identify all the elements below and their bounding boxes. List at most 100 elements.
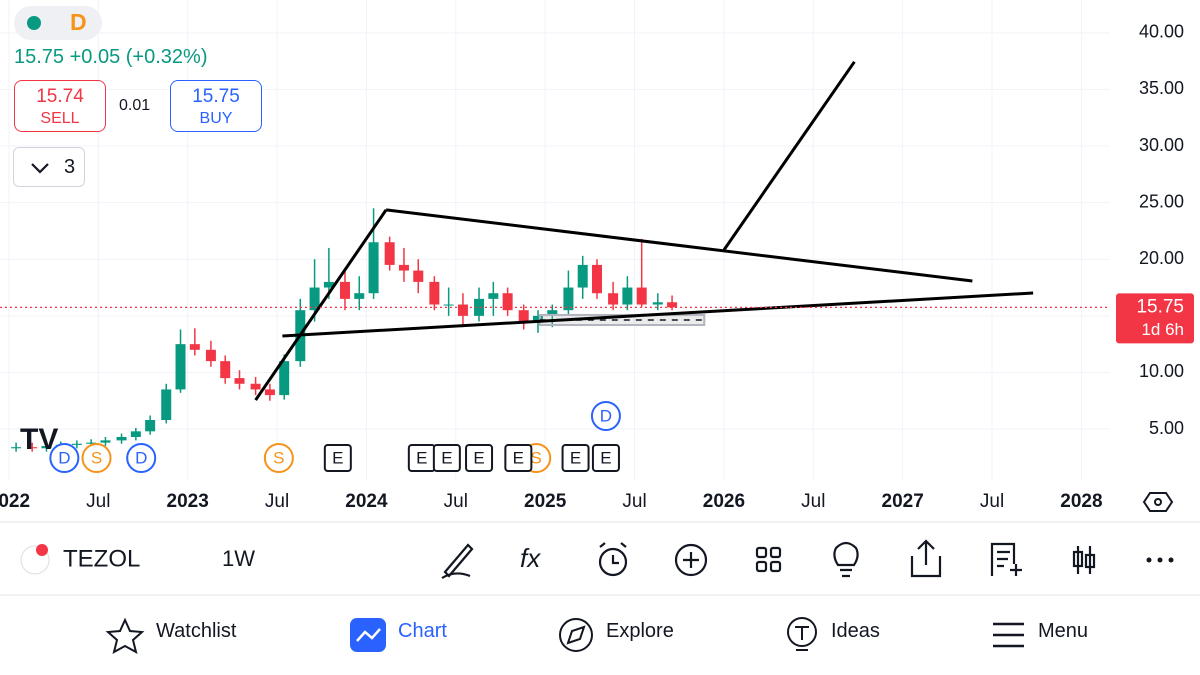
sell-button[interactable]: 15.74 SELL xyxy=(14,80,106,132)
y-tick-label: 5.00 xyxy=(1149,418,1184,438)
candle-body xyxy=(502,293,513,311)
tv-logo: TV xyxy=(20,423,58,456)
ideas-icon[interactable] xyxy=(833,541,859,578)
more-icon[interactable] xyxy=(1146,557,1152,563)
candle-body xyxy=(563,287,574,311)
layout-icon[interactable] xyxy=(755,546,768,559)
explore-icon[interactable] xyxy=(559,618,593,652)
candle-body xyxy=(116,436,127,441)
x-tick-label: Jul xyxy=(980,491,1004,512)
indicator-pill[interactable]: D xyxy=(14,6,102,40)
ideas-nav-icon[interactable] xyxy=(787,617,817,647)
event-marker xyxy=(590,401,621,431)
event-label: E xyxy=(473,448,484,467)
event-marker xyxy=(263,443,294,473)
nav-item[interactable]: Chart xyxy=(398,620,447,642)
x-tick-label: Jul xyxy=(801,491,825,512)
event-marker xyxy=(323,444,352,472)
settings-icon[interactable] xyxy=(1142,492,1174,512)
candle-body xyxy=(636,287,647,305)
symbol[interactable]: TEZOL xyxy=(63,545,140,572)
x-tick-label: 2022 xyxy=(0,491,30,512)
candle-body xyxy=(667,302,678,308)
chart-type-icon[interactable] xyxy=(1076,546,1092,574)
nav-item[interactable]: Ideas xyxy=(831,620,880,642)
candle-body xyxy=(518,310,529,322)
candle-body xyxy=(429,281,440,305)
spread: 0.01 xyxy=(119,97,151,114)
candle-body xyxy=(443,304,454,306)
last-price-label: 15.75 xyxy=(1136,296,1184,317)
candle-body xyxy=(189,344,200,350)
candle-body xyxy=(354,293,365,299)
more-icon xyxy=(1157,557,1163,563)
candle-body xyxy=(577,264,588,288)
draw-icon[interactable] xyxy=(441,543,474,579)
candle-body xyxy=(608,293,619,305)
candle-body xyxy=(250,383,261,390)
candle-body xyxy=(279,361,290,396)
y-tick-label: 35.00 xyxy=(1139,78,1184,98)
buy-label: BUY xyxy=(199,110,233,127)
candle-body xyxy=(488,293,499,299)
nav-item[interactable]: Watchlist xyxy=(156,620,237,642)
watchlist-icon[interactable] xyxy=(105,617,145,654)
note-icon[interactable] xyxy=(990,542,1022,576)
settings-icon xyxy=(1154,498,1162,506)
candle-body xyxy=(309,287,320,311)
nav-item[interactable]: Menu xyxy=(1038,620,1089,642)
y-tick-label: 10.00 xyxy=(1139,361,1184,381)
event-label: E xyxy=(570,448,581,467)
y-tick-label: 25.00 xyxy=(1139,191,1184,211)
buy-button[interactable]: 15.75 BUY xyxy=(170,80,262,132)
trend-line xyxy=(722,60,856,251)
layers-count: 3 xyxy=(64,156,76,178)
chevron xyxy=(31,163,49,174)
candle-body xyxy=(533,315,544,322)
event-marker xyxy=(591,444,620,472)
y-tick-label: 20.00 xyxy=(1139,248,1184,268)
candle-body xyxy=(130,431,141,437)
candle-body xyxy=(592,264,603,294)
menu-icon[interactable] xyxy=(993,622,1024,648)
candle-body xyxy=(86,442,97,444)
x-tick-label: 2023 xyxy=(167,491,209,512)
event-label: E xyxy=(513,448,524,467)
add-icon[interactable] xyxy=(674,543,708,577)
candle-body xyxy=(457,304,468,316)
countdown: 1d 6h xyxy=(1141,320,1184,339)
candle-body xyxy=(175,344,186,390)
event-marker xyxy=(49,443,80,473)
status-dot xyxy=(27,16,41,30)
interval[interactable]: 1W xyxy=(222,546,255,571)
nav-item[interactable]: Explore xyxy=(606,620,674,642)
x-tick-label: Jul xyxy=(86,491,110,512)
candle-body xyxy=(71,443,82,445)
event-marker xyxy=(465,444,494,472)
y-tick-label: 30.00 xyxy=(1139,135,1184,155)
symbol-logo xyxy=(36,544,48,556)
event-label: S xyxy=(91,448,102,467)
event-marker xyxy=(432,444,461,472)
x-tick-label: Jul xyxy=(444,491,468,512)
more-icon xyxy=(1168,557,1174,563)
layers-toggle[interactable]: 3 xyxy=(13,147,85,187)
toolbar-icons: fx xyxy=(441,539,1096,579)
candle-body xyxy=(323,281,334,288)
event-marker xyxy=(81,443,112,473)
x-tick-label: Jul xyxy=(265,491,289,512)
x-tick-label: 2026 xyxy=(703,491,745,512)
candle-body xyxy=(368,242,379,294)
x-tick-label: 2027 xyxy=(882,491,924,512)
explore-icon xyxy=(566,625,586,645)
candle-body xyxy=(652,302,663,305)
chart-icon xyxy=(356,628,381,642)
event-label: E xyxy=(441,448,452,467)
event-marker xyxy=(504,444,533,472)
indicator-icon[interactable]: fx xyxy=(520,543,541,573)
share-icon[interactable] xyxy=(910,539,942,578)
indicator-label: D xyxy=(70,9,87,35)
candle-body xyxy=(145,420,156,432)
alert-icon[interactable] xyxy=(598,547,628,577)
